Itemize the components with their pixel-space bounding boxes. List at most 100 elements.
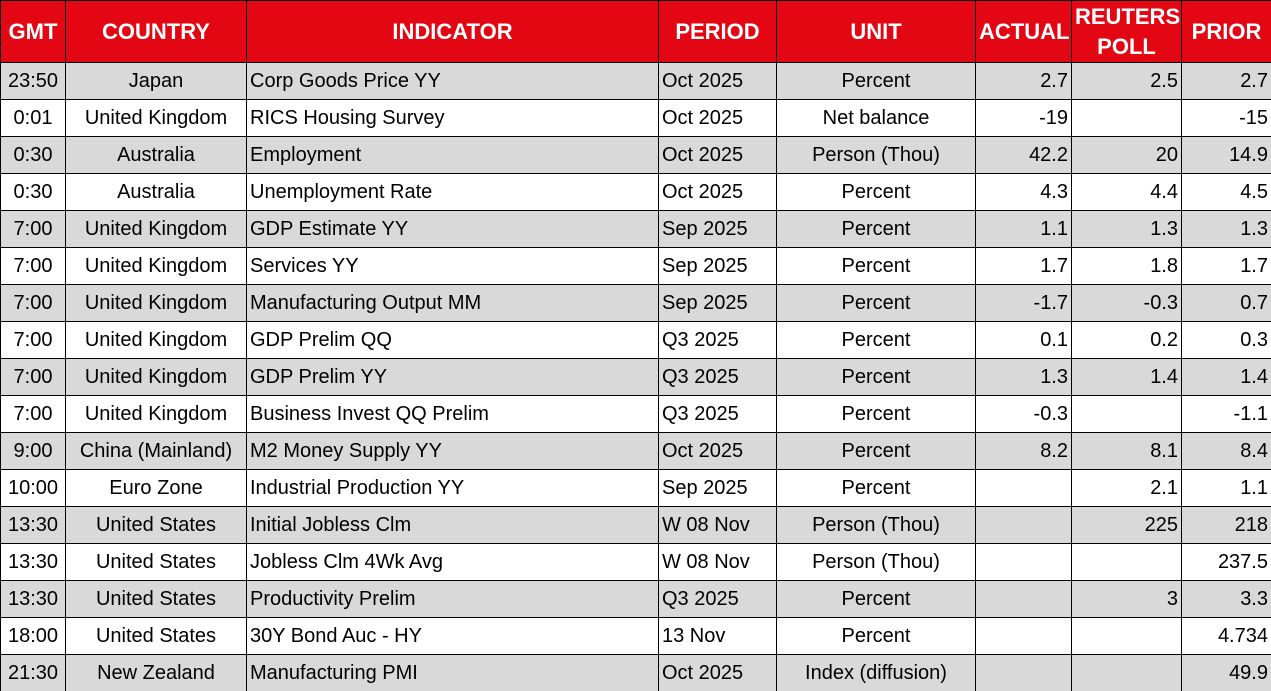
table-cell: Services YY [246, 247, 659, 285]
table-cell: 1.1 [975, 210, 1072, 248]
table-cell: Oct 2025 [658, 99, 777, 137]
table-row: 13:30 United States Jobless Clm 4Wk Avg W 0… [0, 543, 1271, 581]
table-cell: 10:00 [0, 469, 66, 507]
table-cell: 0.2 [1071, 321, 1182, 359]
table-cell: Percent [776, 284, 976, 322]
table-cell: -0.3 [975, 395, 1072, 433]
table-cell: 0.3 [1181, 321, 1271, 359]
table-cell: 7:00 [0, 358, 66, 396]
table-cell: -15 [1181, 99, 1271, 137]
table-cell: 7:00 [0, 284, 66, 322]
table-cell [1071, 617, 1182, 655]
table-cell: 0.7 [1181, 284, 1271, 322]
table-cell: Percent [776, 173, 976, 211]
table-cell: 4.5 [1181, 173, 1271, 211]
table-cell: Oct 2025 [658, 62, 777, 100]
table-row: 9:00 China (Mainland) M2 Money Supply YY Oc… [0, 432, 1271, 470]
table-cell: Percent [776, 617, 976, 655]
table-cell: 2.7 [1181, 62, 1271, 100]
table-cell [975, 580, 1072, 618]
table-row: 18:00 United States 30Y Bond Auc - HY 13 No… [0, 617, 1271, 655]
table-cell: Percent [776, 321, 976, 359]
table-cell: 3 [1071, 580, 1182, 618]
table-cell: United Kingdom [65, 395, 247, 433]
table-cell: 7:00 [0, 210, 66, 248]
table-cell: 1.3 [1181, 210, 1271, 248]
table-cell: Q3 2025 [658, 580, 777, 618]
table-cell [1071, 654, 1182, 691]
table-cell [1071, 395, 1182, 433]
table-cell: 30Y Bond Auc - HY [246, 617, 659, 655]
table-cell: United States [65, 617, 247, 655]
table-cell: United Kingdom [65, 210, 247, 248]
table-cell: United Kingdom [65, 358, 247, 396]
table-cell: Sep 2025 [658, 469, 777, 507]
table-cell: 13:30 [0, 580, 66, 618]
table-cell: Business Invest QQ Prelim [246, 395, 659, 433]
table-row: 13:30 United States Productivity Prelim Q3 … [0, 580, 1271, 618]
table-cell: Jobless Clm 4Wk Avg [246, 543, 659, 581]
table-cell: Employment [246, 136, 659, 174]
table-cell: Manufacturing PMI [246, 654, 659, 691]
table-cell: 4.734 [1181, 617, 1271, 655]
table-row: 7:00 United Kingdom Services YY Sep 2025 Per… [0, 247, 1271, 285]
table-cell: 8.1 [1071, 432, 1182, 470]
table-cell: 13:30 [0, 506, 66, 544]
table-cell: Percent [776, 395, 976, 433]
table-cell: Percent [776, 580, 976, 618]
table-row: 21:30 New Zealand Manufacturing PMI Oct 202… [0, 654, 1271, 691]
table-cell: 1.4 [1071, 358, 1182, 396]
table-cell: Percent [776, 432, 976, 470]
table-cell: Oct 2025 [658, 136, 777, 174]
table-cell [1071, 99, 1182, 137]
table-cell: GDP Prelim YY [246, 358, 659, 396]
table-cell: 0:30 [0, 136, 66, 174]
table-cell: W 08 Nov [658, 506, 777, 544]
table-cell: Net balance [776, 99, 976, 137]
table-row: 0:30 Australia Employment Oct 2025 Person (T… [0, 136, 1271, 174]
table-cell: Person (Thou) [776, 543, 976, 581]
header-cell: COUNTRY [65, 0, 247, 63]
table-cell: 21:30 [0, 654, 66, 691]
table-cell [975, 543, 1072, 581]
table-cell: Percent [776, 210, 976, 248]
table-cell: Manufacturing Output MM [246, 284, 659, 322]
table-cell: 1.1 [1181, 469, 1271, 507]
header-cell: INDICATOR [246, 0, 659, 63]
header-cell: GMT [0, 0, 66, 63]
table-row: 7:00 United Kingdom GDP Prelim QQ Q3 2025 Pe… [0, 321, 1271, 359]
table-cell: 9:00 [0, 432, 66, 470]
table-row: 7:00 United Kingdom Manufacturing Output M… [0, 284, 1271, 322]
table-cell: Index (diffusion) [776, 654, 976, 691]
table-cell: 225 [1071, 506, 1182, 544]
table-cell: 1.8 [1071, 247, 1182, 285]
table-cell: 13 Nov [658, 617, 777, 655]
table-cell: 3.3 [1181, 580, 1271, 618]
table-cell: 1.7 [1181, 247, 1271, 285]
table-cell: 0:01 [0, 99, 66, 137]
table-cell: United States [65, 543, 247, 581]
table-cell: Percent [776, 247, 976, 285]
table-cell: 1.4 [1181, 358, 1271, 396]
table-cell: 2.1 [1071, 469, 1182, 507]
table-cell: Q3 2025 [658, 358, 777, 396]
table-cell: Unemployment Rate [246, 173, 659, 211]
table-cell: 4.3 [975, 173, 1072, 211]
header-cell: PERIOD [658, 0, 777, 63]
table-row: 7:00 United Kingdom Business Invest QQ Pre… [0, 395, 1271, 433]
table-cell: 4.4 [1071, 173, 1182, 211]
table-cell: Productivity Prelim [246, 580, 659, 618]
table-cell: 23:50 [0, 62, 66, 100]
table-cell: United Kingdom [65, 321, 247, 359]
table-cell: Sep 2025 [658, 284, 777, 322]
table-cell [975, 617, 1072, 655]
table-cell: Oct 2025 [658, 432, 777, 470]
table-cell: Percent [776, 358, 976, 396]
table-cell: Person (Thou) [776, 506, 976, 544]
table-cell [975, 654, 1072, 691]
table-cell: Percent [776, 62, 976, 100]
table-cell: 8.2 [975, 432, 1072, 470]
table-cell: Sep 2025 [658, 210, 777, 248]
